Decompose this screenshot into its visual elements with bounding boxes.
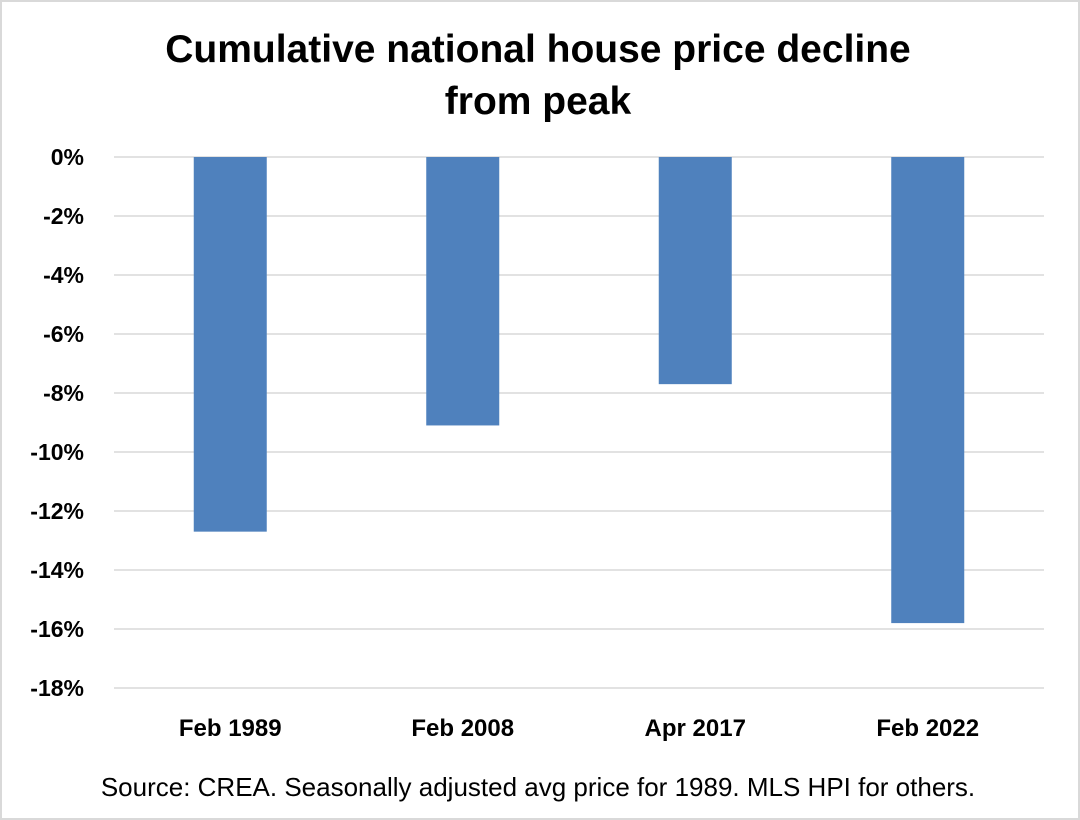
y-tick-label: -4%: [43, 262, 84, 288]
source-note: Source: CREA. Seasonally adjusted avg pr…: [100, 772, 976, 802]
y-tick-label: -6%: [43, 321, 84, 347]
x-category-label: Apr 2017: [645, 715, 746, 742]
bar: [891, 157, 965, 624]
y-tick-label: -18%: [30, 675, 84, 701]
chart-title: Cumulative national house price decline …: [0, 24, 1076, 128]
y-tick-label: -14%: [30, 557, 84, 583]
y-tick-label: -8%: [43, 380, 84, 406]
bar-chart: 0% -2% -4% -6% -8% -10% -12% -14% -16% -18% Feb 1…: [30, 144, 1044, 742]
y-tick-label: -16%: [30, 616, 84, 642]
x-axis-category-labels: Feb 1989 Feb 2008 Apr 2017 Feb 2022: [179, 715, 979, 742]
chart-title-line-1: Cumulative national house price decline: [165, 28, 911, 71]
x-category-label: Feb 1989: [179, 715, 282, 742]
x-category-label: Feb 2008: [411, 715, 514, 742]
y-tick-label: -10%: [30, 439, 84, 465]
bar: [658, 157, 732, 385]
gridlines: [114, 156, 1044, 689]
y-tick-label: -12%: [30, 498, 84, 524]
y-tick-label: -2%: [43, 203, 84, 229]
x-category-label: Feb 2022: [876, 715, 979, 742]
chart-title-line-2: from peak: [444, 80, 632, 123]
bar: [193, 157, 267, 532]
y-axis-tick-labels: 0% -2% -4% -6% -8% -10% -12% -14% -16% -18%: [30, 144, 84, 701]
y-tick-label: 0%: [51, 144, 84, 170]
bars: [193, 157, 965, 624]
bar: [426, 157, 500, 426]
